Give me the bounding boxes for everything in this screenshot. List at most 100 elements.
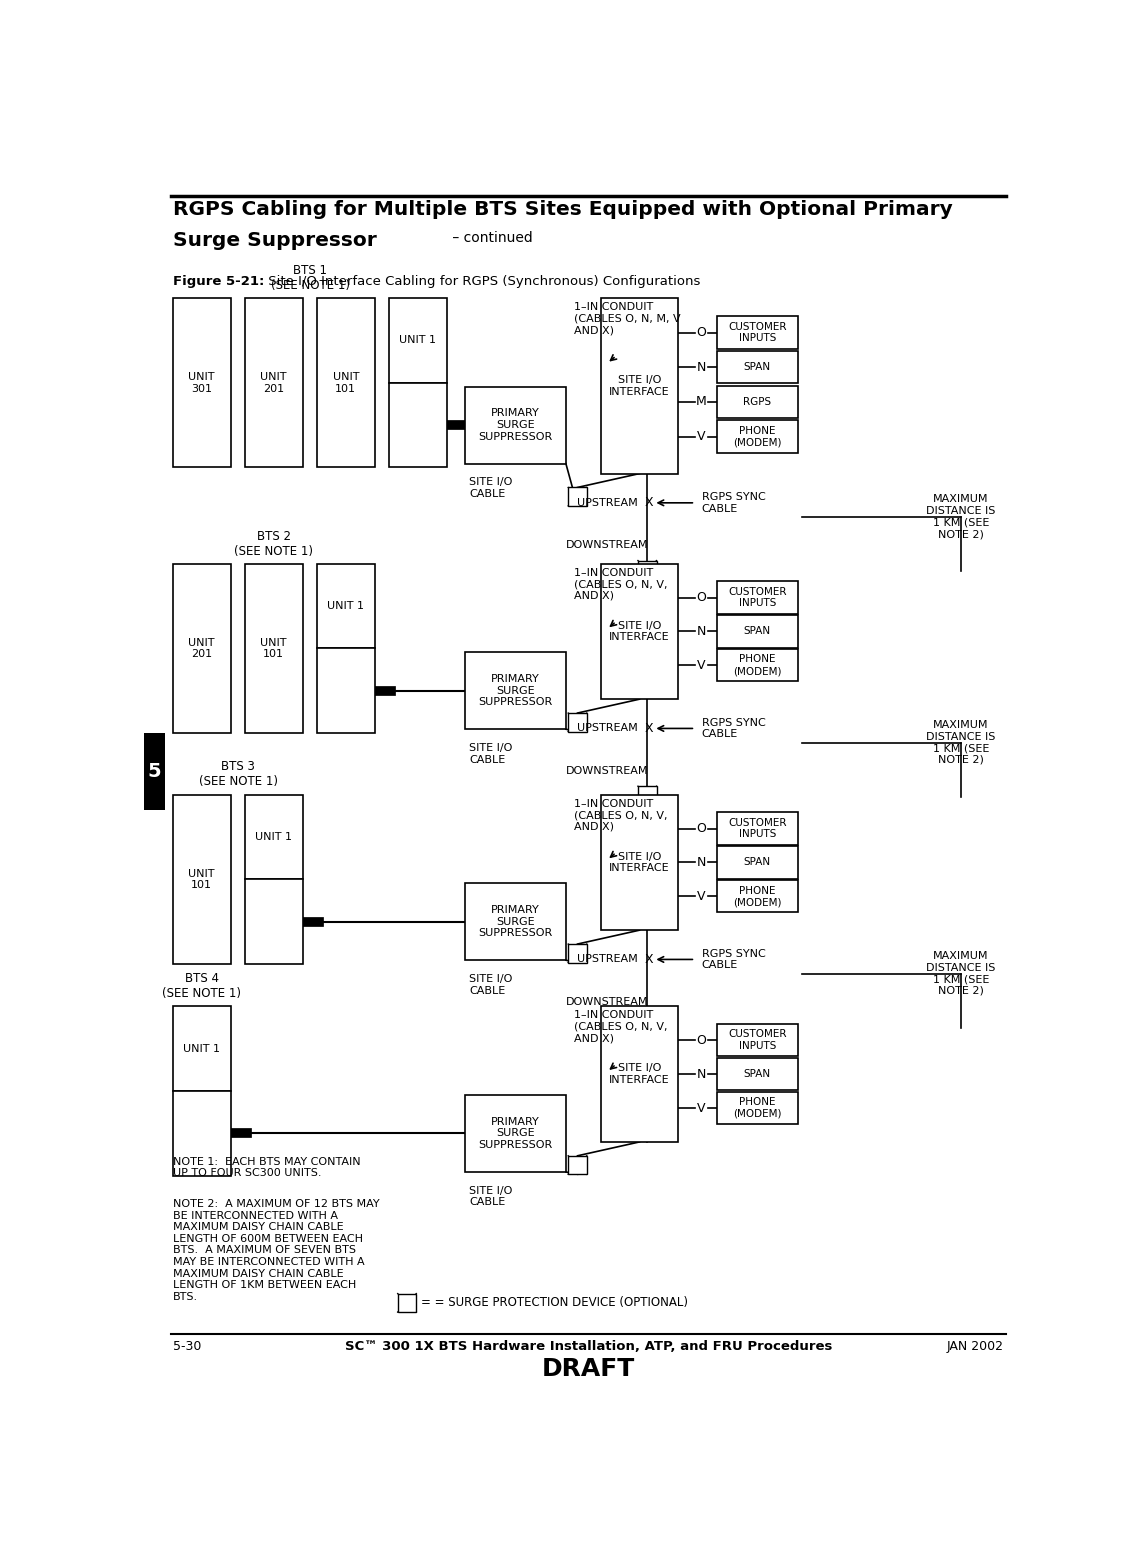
Text: RGPS SYNC
CABLE: RGPS SYNC CABLE	[701, 717, 766, 739]
Text: PHONE
(MODEM): PHONE (MODEM)	[734, 654, 782, 676]
Text: X: X	[644, 954, 653, 966]
Text: DOWNSTREAM: DOWNSTREAM	[566, 540, 649, 550]
Bar	[638, 561, 657, 579]
Text: Site I/O Interface Cabling for RGPS (Synchronous) Configurations: Site I/O Interface Cabling for RGPS (Syn…	[264, 275, 700, 287]
Text: BTS 4
(SEE NOTE 1): BTS 4 (SEE NOTE 1)	[162, 972, 241, 1000]
Text: MAXIMUM
DISTANCE IS
1 KM (SEE
NOTE 2): MAXIMUM DISTANCE IS 1 KM (SEE NOTE 2)	[926, 494, 995, 539]
Bar	[245, 795, 303, 879]
Text: PRIMARY
SURGE
SUPPRESSOR: PRIMARY SURGE SUPPRESSOR	[479, 674, 552, 707]
Text: MAXIMUM
DISTANCE IS
1 KM (SEE
NOTE 2): MAXIMUM DISTANCE IS 1 KM (SEE NOTE 2)	[926, 950, 995, 995]
Bar	[173, 298, 231, 467]
Text: Figure 5-21:: Figure 5-21:	[173, 275, 264, 287]
Text: 5: 5	[148, 763, 161, 781]
Text: PRIMARY
SURGE
SUPPRESSOR: PRIMARY SURGE SUPPRESSOR	[479, 905, 552, 938]
Text: PRIMARY
SURGE
SUPPRESSOR: PRIMARY SURGE SUPPRESSOR	[479, 1117, 552, 1151]
Text: SITE I/O
INTERFACE: SITE I/O INTERFACE	[610, 1064, 669, 1086]
Bar	[173, 795, 231, 964]
Text: RGPS Cabling for Multiple BTS Sites Equipped with Optional Primary: RGPS Cabling for Multiple BTS Sites Equi…	[173, 200, 953, 219]
Text: SITE I/O
INTERFACE: SITE I/O INTERFACE	[610, 374, 669, 396]
Bar	[389, 298, 448, 382]
Bar	[718, 385, 798, 418]
Text: V: V	[697, 430, 706, 443]
Text: UPSTREAM: UPSTREAM	[577, 724, 638, 733]
Bar	[173, 564, 231, 733]
Text: SITE I/O
INTERFACE: SITE I/O INTERFACE	[610, 621, 669, 643]
Bar	[245, 298, 303, 467]
Bar	[638, 786, 657, 804]
Text: N: N	[697, 1067, 706, 1081]
Text: SPAN: SPAN	[744, 362, 770, 373]
Bar	[245, 879, 303, 964]
Text: DRAFT: DRAFT	[542, 1357, 635, 1381]
Text: RGPS SYNC
CABLE: RGPS SYNC CABLE	[701, 949, 766, 971]
Text: BTS 2
(SEE NOTE 1): BTS 2 (SEE NOTE 1)	[234, 530, 313, 558]
Bar	[600, 795, 678, 930]
Bar	[465, 884, 566, 960]
Text: V: V	[697, 1101, 706, 1115]
Bar	[173, 1092, 231, 1176]
Bar	[718, 317, 798, 349]
Bar	[397, 1294, 417, 1312]
Text: = = SURGE PROTECTION DEVICE (OPTIONAL): = = SURGE PROTECTION DEVICE (OPTIONAL)	[421, 1297, 688, 1309]
Bar	[568, 1155, 587, 1174]
Text: UPSTREAM: UPSTREAM	[577, 499, 638, 508]
Text: M: M	[696, 396, 707, 408]
Bar	[718, 581, 798, 613]
Text: X: X	[644, 722, 653, 735]
Bar	[600, 298, 678, 474]
Bar	[465, 1095, 566, 1173]
Text: Surge Suppressor: Surge Suppressor	[173, 231, 377, 250]
Bar	[718, 649, 798, 682]
Text: N: N	[697, 360, 706, 374]
Text: JAN 2002: JAN 2002	[947, 1340, 1003, 1353]
Text: O: O	[697, 326, 706, 339]
Text: DOWNSTREAM: DOWNSTREAM	[566, 766, 649, 776]
Text: SPAN: SPAN	[744, 857, 770, 868]
Text: N: N	[697, 624, 706, 638]
Bar	[600, 564, 678, 699]
Text: BTS 1
(SEE NOTE 1): BTS 1 (SEE NOTE 1)	[271, 264, 350, 292]
Bar	[718, 421, 798, 453]
Bar	[465, 652, 566, 730]
Bar	[718, 615, 798, 648]
Bar	[245, 564, 303, 733]
Text: DOWNSTREAM: DOWNSTREAM	[566, 997, 649, 1006]
Text: 1–IN CONDUIT
(CABLES O, N, V,
AND X): 1–IN CONDUIT (CABLES O, N, V, AND X)	[574, 798, 667, 832]
Bar	[718, 881, 798, 913]
Bar	[317, 564, 375, 648]
Bar	[568, 713, 587, 731]
Text: 1–IN CONDUIT
(CABLES O, N, V,
AND X): 1–IN CONDUIT (CABLES O, N, V, AND X)	[574, 1011, 667, 1044]
Text: SITE I/O
CABLE: SITE I/O CABLE	[470, 742, 512, 764]
Text: SITE I/O
CABLE: SITE I/O CABLE	[470, 477, 512, 499]
Text: NOTE 2:  A MAXIMUM OF 12 BTS MAY
BE INTERCONNECTED WITH A
MAXIMUM DAISY CHAIN CA: NOTE 2: A MAXIMUM OF 12 BTS MAY BE INTER…	[173, 1199, 380, 1301]
Bar	[568, 944, 587, 963]
Text: SPAN: SPAN	[744, 626, 770, 637]
Bar	[638, 1017, 657, 1036]
Text: UNIT
201: UNIT 201	[188, 638, 215, 658]
Bar	[317, 648, 375, 733]
Bar	[718, 1023, 798, 1056]
Text: UNIT 1: UNIT 1	[255, 832, 293, 842]
Text: 5-30: 5-30	[173, 1340, 201, 1353]
Bar	[718, 846, 798, 879]
Text: RGPS SYNC
CABLE: RGPS SYNC CABLE	[701, 492, 766, 514]
Text: UNIT 1: UNIT 1	[400, 335, 436, 345]
Text: UNIT 1: UNIT 1	[327, 601, 364, 610]
Text: UNIT
101: UNIT 101	[261, 638, 287, 658]
Bar	[173, 1006, 231, 1092]
Bar	[718, 351, 798, 384]
Text: V: V	[697, 658, 706, 672]
Text: SITE I/O
CABLE: SITE I/O CABLE	[470, 974, 512, 995]
Text: – continued: – continued	[448, 231, 533, 245]
Text: PRIMARY
SURGE
SUPPRESSOR: PRIMARY SURGE SUPPRESSOR	[479, 408, 552, 441]
Bar	[718, 1058, 798, 1090]
Bar	[600, 1006, 678, 1141]
Text: RGPS: RGPS	[743, 398, 771, 407]
Text: SPAN: SPAN	[744, 1068, 770, 1079]
Text: SC™ 300 1X BTS Hardware Installation, ATP, and FRU Procedures: SC™ 300 1X BTS Hardware Installation, AT…	[344, 1340, 832, 1353]
Text: UPSTREAM: UPSTREAM	[577, 955, 638, 964]
Bar	[568, 488, 587, 506]
Text: UNIT
101: UNIT 101	[333, 371, 359, 393]
Text: BTS 3
(SEE NOTE 1): BTS 3 (SEE NOTE 1)	[199, 761, 278, 789]
Text: O: O	[697, 1034, 706, 1047]
